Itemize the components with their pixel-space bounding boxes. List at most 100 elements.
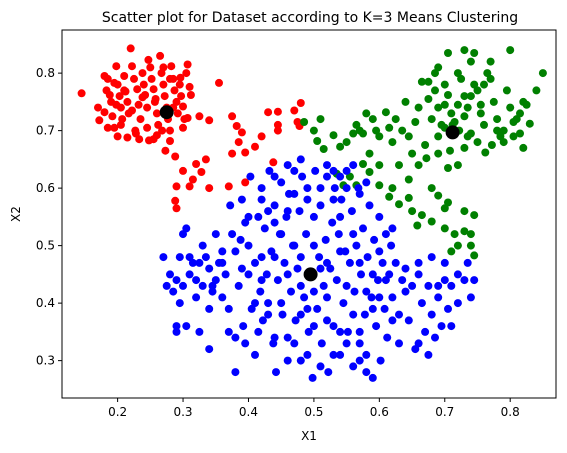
data-point-blue (278, 310, 287, 319)
data-point-blue (316, 184, 325, 193)
data-point-red (179, 166, 187, 175)
data-point-red (103, 123, 112, 132)
data-point-red (146, 63, 155, 72)
data-point-blue (332, 276, 341, 285)
data-point-blue (342, 166, 351, 175)
data-point-blue (391, 258, 400, 267)
data-point-red (172, 204, 181, 213)
data-point-blue (355, 356, 364, 365)
data-point-blue (188, 258, 197, 267)
data-point-green (434, 191, 443, 200)
data-point-blue (316, 362, 325, 371)
data-point-green (476, 100, 485, 109)
data-point-green (519, 143, 528, 152)
data-point-blue (309, 322, 318, 331)
data-point-blue (205, 264, 214, 273)
data-point-red (224, 182, 233, 191)
data-point-blue (329, 350, 338, 359)
data-point-blue (290, 166, 299, 175)
data-point-green (309, 126, 318, 135)
data-point-blue (192, 276, 201, 285)
data-point-blue (383, 333, 392, 342)
x-axis-label: X1 (301, 429, 317, 443)
data-point-blue (300, 293, 309, 302)
data-point-green (463, 103, 472, 112)
data-point-blue (277, 299, 286, 308)
data-point-red (179, 102, 187, 111)
data-point-green (486, 57, 495, 66)
data-point-blue (309, 241, 318, 250)
data-point-blue (241, 339, 250, 348)
data-point-blue (339, 299, 348, 308)
data-point-blue (246, 172, 255, 181)
data-point-red (166, 126, 174, 135)
data-point-blue (273, 276, 282, 285)
data-point-blue (404, 316, 413, 325)
data-point-blue (260, 224, 269, 233)
data-point-red (113, 132, 122, 141)
data-point-blue (175, 253, 184, 262)
data-point-blue (218, 247, 227, 256)
x-tick-label: 0.4 (239, 405, 258, 419)
data-point-blue (221, 270, 230, 279)
data-point-blue (337, 195, 346, 204)
data-point-blue (365, 201, 374, 210)
data-point-blue (231, 333, 240, 342)
data-point-red (159, 80, 168, 89)
data-point-green (434, 149, 443, 158)
data-point-red (133, 85, 142, 94)
data-point-green (538, 69, 547, 78)
data-point-red (135, 135, 144, 144)
data-point-blue (311, 166, 320, 175)
centroid-point (159, 105, 174, 120)
data-point-red (147, 74, 156, 83)
data-point-green (349, 129, 358, 138)
data-point-blue (388, 224, 397, 233)
data-point-blue (265, 166, 274, 175)
data-point-green (499, 138, 508, 147)
data-point-red (296, 99, 305, 107)
data-point-blue (368, 270, 377, 279)
data-point-blue (280, 258, 289, 267)
data-point-blue (169, 287, 178, 296)
data-point-green (493, 115, 502, 124)
data-point-blue (345, 258, 354, 267)
data-point-red (77, 89, 86, 98)
data-point-blue (321, 235, 330, 244)
data-point-red (170, 86, 179, 95)
data-point-red (195, 112, 204, 121)
data-point-blue (277, 178, 286, 187)
data-point-blue (401, 287, 410, 296)
data-point-green (359, 160, 367, 168)
data-point-red (171, 196, 180, 205)
data-point-blue (453, 270, 462, 279)
data-point-blue (179, 281, 187, 290)
data-point-blue (303, 350, 312, 359)
data-point-blue (362, 287, 371, 296)
data-point-blue (431, 333, 439, 342)
data-point-blue (336, 327, 345, 336)
data-point-blue (317, 339, 326, 348)
data-point-blue (258, 316, 267, 325)
data-point-green (316, 115, 325, 124)
data-point-green (470, 211, 479, 220)
data-point-red (205, 116, 214, 125)
data-point-blue (224, 327, 233, 336)
data-point-blue (388, 316, 397, 325)
data-point-blue (363, 253, 372, 262)
data-point-blue (316, 264, 325, 273)
data-point-blue (251, 350, 259, 359)
data-point-red (183, 114, 192, 122)
data-point-red (175, 80, 184, 89)
data-point-blue (323, 258, 331, 267)
data-point-blue (283, 161, 292, 170)
data-point-green (532, 86, 541, 95)
data-point-red (120, 86, 129, 95)
data-point-red (134, 100, 143, 109)
x-tick-label: 0.8 (501, 405, 520, 419)
data-point-blue (372, 322, 381, 331)
data-point-red (273, 120, 282, 129)
data-point-red (115, 92, 124, 101)
data-point-green (460, 46, 469, 55)
